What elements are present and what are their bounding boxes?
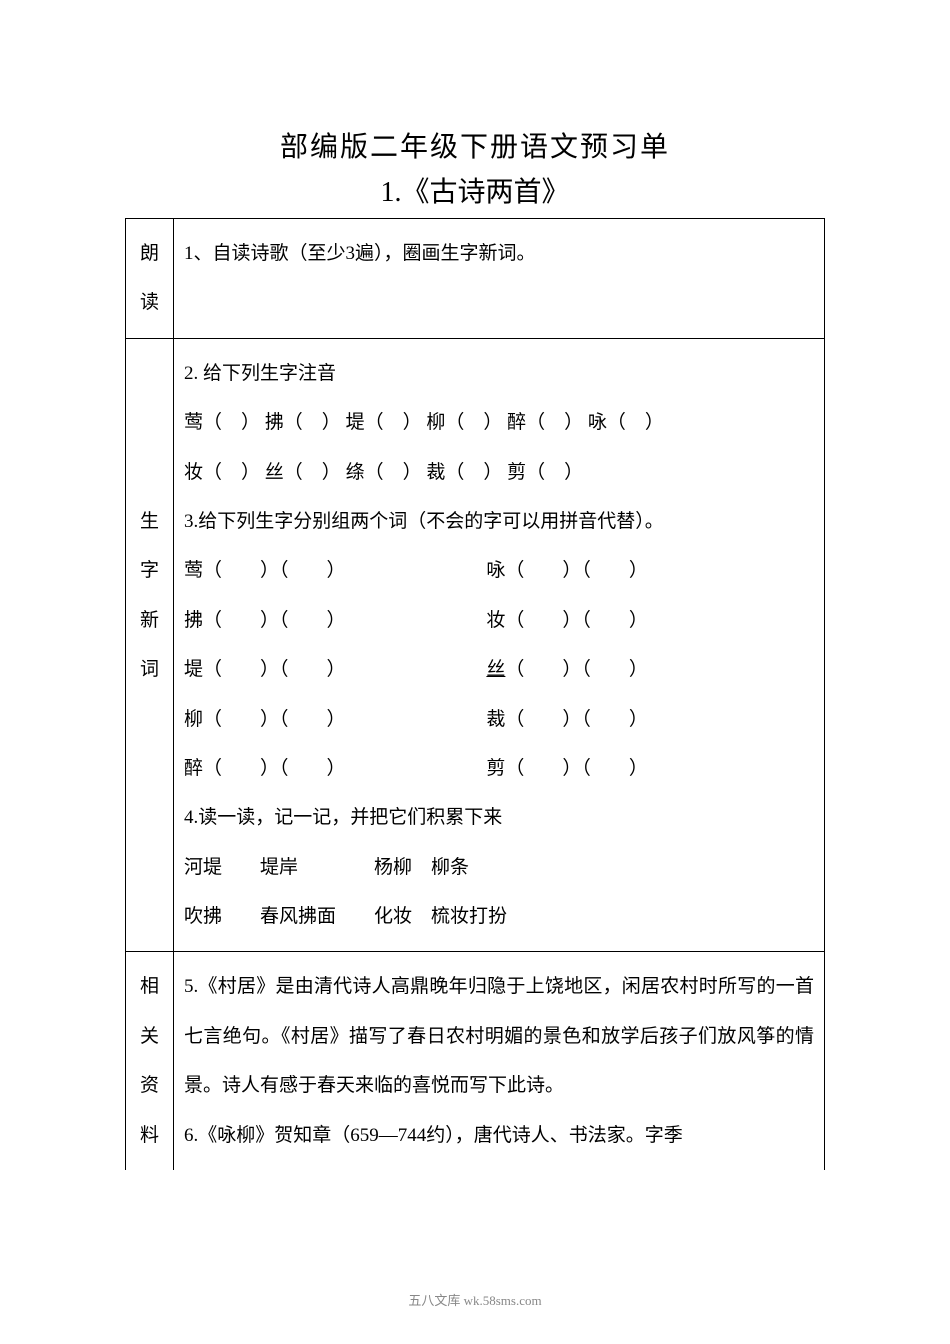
q5-text: 5.《村居》是由清代诗人高鼎晚年归隐于上饶地区，闲居农村时所写的一首七言绝句。《… — [184, 962, 814, 1110]
char: 柳 — [426, 412, 445, 433]
label-char: 字 — [134, 546, 165, 595]
char: 醉 — [184, 758, 203, 779]
label-char: 读 — [134, 278, 165, 327]
q3-row: 醉（ ）（ ） 剪（ ）（ ） — [184, 744, 814, 793]
char: 绦 — [346, 462, 365, 483]
char: 妆 — [486, 610, 505, 631]
char: 拂 — [265, 412, 284, 433]
char: 丝 — [486, 659, 505, 680]
q1-text: 1、自读诗歌（至少3遍），圈画生字新词。 — [184, 229, 814, 278]
label-char: 词 — [134, 645, 165, 694]
q3-row: 堤（ ）（ ） 丝（ ）（ ） — [184, 645, 814, 694]
row-label-langdu: 朗 读 — [126, 219, 174, 339]
page-footer: 五八文库 wk.58sms.com — [0, 1290, 950, 1309]
char: 裁 — [486, 709, 505, 730]
label-char: 相 — [134, 962, 165, 1011]
page-title: 部编版二年级下册语文预习单 — [125, 125, 825, 165]
q3-title: 3.给下列生字分别组两个词（不会的字可以用拼音代替）。 — [184, 497, 814, 546]
char: 剪 — [486, 758, 505, 779]
label-char: 生 — [134, 497, 165, 546]
char: 妆 — [184, 462, 203, 483]
content-langdu: 1、自读诗歌（至少3遍），圈画生字新词。 — [174, 219, 825, 339]
q4-line1: 河堤 堤岸 杨柳 柳条 — [184, 843, 814, 892]
q6-text: 6.《咏柳》贺知章（659—744约），唐代诗人、书法家。字季 — [184, 1111, 814, 1160]
char: 柳 — [184, 709, 203, 730]
char: 咏 — [486, 560, 505, 581]
q3-row: 莺（ ）（ ） 咏（ ）（ ） — [184, 546, 814, 595]
q4-title: 4.读一读，记一记，并把它们积累下来 — [184, 793, 814, 842]
label-char: 料 — [134, 1111, 165, 1160]
preview-table: 朗 读 1、自读诗歌（至少3遍），圈画生字新词。 生 字 新 词 2. 给下列生… — [125, 218, 825, 1170]
table-row-shengzi: 生 字 新 词 2. 给下列生字注音 莺（ ） 拂（ ） 堤（ ） 柳（ ） 醉… — [126, 338, 825, 952]
label-char: 资 — [134, 1061, 165, 1110]
table-row-langdu: 朗 读 1、自读诗歌（至少3遍），圈画生字新词。 — [126, 219, 825, 339]
char: 裁 — [426, 462, 445, 483]
q3-row: 柳（ ）（ ） 裁（ ）（ ） — [184, 695, 814, 744]
content-ziliao: 5.《村居》是由清代诗人高鼎晚年归隐于上饶地区，闲居农村时所写的一首七言绝句。《… — [174, 952, 825, 1170]
q4-line2: 吹拂 春风拂面 化妆 梳妆打扮 — [184, 892, 814, 941]
char: 莺 — [184, 560, 203, 581]
char: 醉 — [507, 412, 526, 433]
char: 剪 — [507, 462, 526, 483]
char: 堤 — [184, 659, 203, 680]
label-char: 新 — [134, 596, 165, 645]
char: 丝 — [265, 462, 284, 483]
char: 莺 — [184, 412, 203, 433]
q2-title: 2. 给下列生字注音 — [184, 349, 814, 398]
label-char: 朗 — [134, 229, 165, 278]
char: 咏 — [588, 412, 607, 433]
q3-row: 拂（ ）（ ） 妆（ ）（ ） — [184, 596, 814, 645]
row-label-ziliao: 相 关 资 料 — [126, 952, 174, 1170]
q2-line1: 莺（ ） 拂（ ） 堤（ ） 柳（ ） 醉（ ） 咏（ ） — [184, 398, 814, 447]
q2-line2: 妆（ ） 丝（ ） 绦（ ） 裁（ ） 剪（ ） — [184, 448, 814, 497]
char: 堤 — [346, 412, 365, 433]
char: 拂 — [184, 610, 203, 631]
table-row-ziliao: 相 关 资 料 5.《村居》是由清代诗人高鼎晚年归隐于上饶地区，闲居农村时所写的… — [126, 952, 825, 1170]
content-shengzi: 2. 给下列生字注音 莺（ ） 拂（ ） 堤（ ） 柳（ ） 醉（ ） 咏（ ）… — [174, 338, 825, 952]
label-char: 关 — [134, 1012, 165, 1061]
page-subtitle: 1.《古诗两首》 — [125, 170, 825, 210]
row-label-shengzi: 生 字 新 词 — [126, 338, 174, 952]
